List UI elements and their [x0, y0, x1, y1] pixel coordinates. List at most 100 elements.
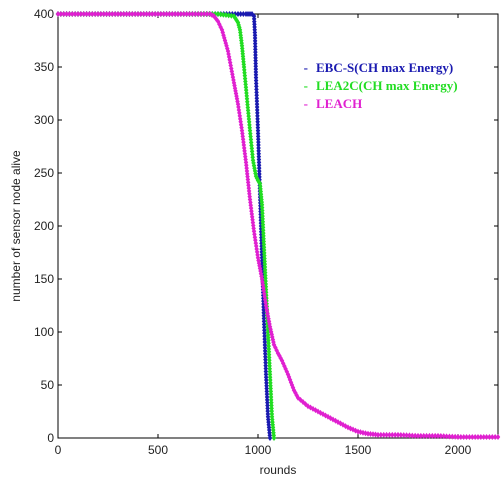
data-point — [127, 11, 132, 17]
data-point — [390, 431, 395, 438]
data-point — [271, 435, 277, 441]
data-point — [110, 11, 115, 17]
y-tick-label: 350 — [34, 60, 54, 74]
data-point — [164, 11, 169, 17]
data-point — [152, 11, 158, 17]
data-point — [190, 11, 195, 17]
y-tick-label: 300 — [34, 113, 54, 127]
data-point — [450, 433, 455, 440]
data-point — [64, 11, 69, 17]
data-point — [121, 11, 126, 17]
data-point — [444, 433, 449, 440]
data-point — [368, 431, 373, 438]
data-point — [252, 231, 257, 238]
data-point — [75, 11, 81, 17]
y-tick-label: 150 — [34, 272, 54, 286]
data-point — [124, 11, 129, 17]
data-point — [455, 433, 461, 440]
data-point — [381, 431, 386, 438]
data-point — [438, 433, 444, 440]
x-tick-label: 500 — [148, 443, 168, 457]
data-point — [490, 433, 495, 440]
data-point — [181, 11, 187, 17]
data-point — [98, 11, 104, 17]
data-point — [415, 432, 421, 439]
legend-entry: LEA2C(CH max Energy) — [316, 78, 458, 93]
data-point — [410, 432, 415, 439]
data-point — [170, 11, 175, 17]
data-point — [430, 432, 435, 439]
data-point — [72, 11, 78, 17]
data-point — [387, 431, 392, 438]
data-point — [90, 11, 95, 17]
data-point — [115, 11, 121, 17]
data-point — [253, 237, 258, 244]
data-point — [267, 435, 273, 441]
data-point — [219, 26, 225, 33]
data-point — [87, 11, 92, 17]
data-point — [141, 11, 146, 17]
data-point — [492, 433, 498, 440]
data-point — [67, 11, 72, 17]
data-point — [495, 433, 501, 440]
data-point — [398, 431, 404, 438]
data-point — [432, 432, 438, 439]
data-point — [158, 11, 164, 17]
data-point — [147, 11, 152, 17]
legend-marker: - — [304, 60, 308, 75]
data-point — [484, 433, 489, 440]
y-tick-label: 100 — [34, 325, 54, 339]
legend: - EBC-S(CH max Energy)- LEA2C(CH max Energ… — [304, 60, 458, 111]
data-point — [427, 432, 432, 439]
data-point — [475, 433, 481, 440]
data-point — [404, 432, 409, 439]
data-point — [370, 431, 376, 438]
series-layer — [55, 11, 501, 441]
data-point — [55, 11, 61, 17]
x-tick-label: 1500 — [345, 443, 372, 457]
data-point — [92, 11, 98, 17]
data-point — [418, 432, 424, 439]
data-point — [424, 432, 429, 439]
data-point — [384, 431, 389, 438]
data-point — [172, 11, 178, 17]
data-point — [61, 11, 66, 17]
y-tick-label: 50 — [41, 378, 55, 392]
data-point — [70, 11, 75, 17]
data-point — [365, 430, 371, 437]
data-point — [221, 11, 226, 18]
data-point — [407, 432, 412, 439]
data-point — [175, 11, 181, 17]
data-point — [223, 12, 229, 19]
data-point — [472, 433, 478, 440]
x-tick-label: 0 — [55, 443, 62, 457]
x-axis-label: rounds — [260, 463, 297, 477]
data-point — [238, 11, 243, 17]
legend-marker: - — [304, 78, 308, 93]
data-point — [412, 432, 418, 439]
data-point — [81, 11, 86, 17]
data-point — [470, 433, 475, 440]
legend-marker: - — [304, 96, 308, 111]
x-axis: 0 500 1000 1500 2000 — [55, 14, 472, 457]
data-point — [461, 433, 466, 440]
data-point — [144, 11, 149, 17]
data-point — [184, 11, 189, 17]
data-point — [101, 11, 106, 17]
y-tick-label: 250 — [34, 166, 54, 180]
y-tick-label: 200 — [34, 219, 54, 233]
data-point — [215, 11, 221, 17]
data-point — [161, 11, 166, 17]
y-axis: 0 50 100 150 200 250 300 350 400 — [34, 7, 498, 445]
data-point — [107, 11, 112, 17]
data-point — [229, 12, 234, 19]
data-point — [84, 11, 89, 17]
data-point — [458, 433, 464, 440]
data-point — [178, 11, 184, 17]
data-point — [193, 11, 198, 17]
data-point — [196, 11, 201, 17]
data-point — [78, 11, 84, 17]
y-tick-label: 0 — [47, 431, 54, 445]
data-point — [467, 433, 472, 440]
